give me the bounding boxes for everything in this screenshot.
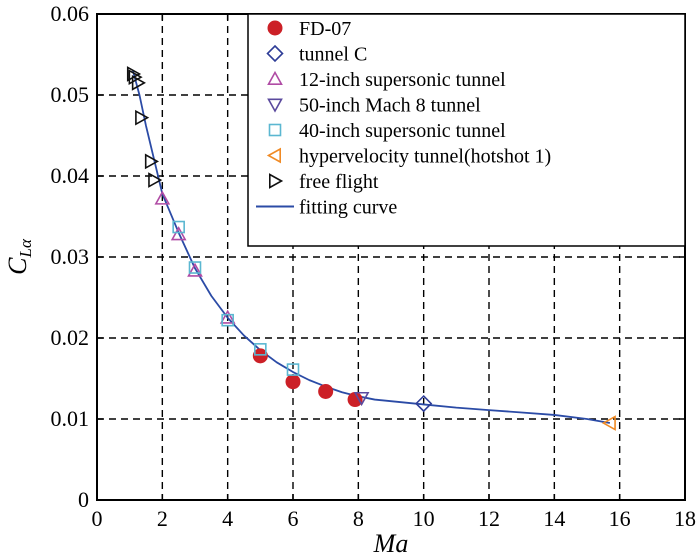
point-tunnel-c xyxy=(415,394,433,413)
y-axis-label-subscript: Lα xyxy=(16,238,35,258)
x-tick-label: 16 xyxy=(609,506,631,531)
x-tick-label: 10 xyxy=(413,506,435,531)
point-fd-07 xyxy=(252,348,268,364)
y-tick-label: 0 xyxy=(78,487,89,512)
legend-label-fd-07: FD-07 xyxy=(299,18,351,40)
legend-label-tunnel-c: tunnel C xyxy=(299,44,367,66)
point-12-inch-supersonic-tunnel xyxy=(187,262,203,277)
x-tick-label: 14 xyxy=(543,506,565,531)
y-tick-label: 0.04 xyxy=(51,163,90,188)
x-axis-label: Ma xyxy=(373,529,409,557)
legend-marker-40-inch-supersonic-tunnel xyxy=(268,123,282,137)
axis-ticks: 0 2 4 6 8 10 12 14 16 18 0 0.01 0.02 0.03 0.04 0.05 0.06 xyxy=(51,1,697,531)
legend-box xyxy=(247,13,686,247)
y-tick-label: 0.02 xyxy=(51,325,90,350)
point-40-inch-supersonic-tunnel xyxy=(221,313,234,327)
series-line-fitting-curve xyxy=(132,70,611,424)
legend-label-fitting-curve: fitting curve xyxy=(299,197,397,219)
point-fd-07 xyxy=(285,374,301,390)
x-tick-label: 12 xyxy=(478,506,500,531)
point-40-inch-supersonic-tunnel xyxy=(286,363,300,376)
legend-marker-12-inch-supersonic-tunnel xyxy=(267,70,283,85)
point-free-flight xyxy=(135,109,150,126)
legend-label-hypervelocity-tunnel-hotshot-1: hypervelocity tunnel(hotshot 1) xyxy=(299,146,551,168)
y-tick-label: 0.05 xyxy=(51,82,90,107)
y-axis-label-main: C xyxy=(3,257,32,275)
legend-marker-hypervelocity-tunnel-hotshot-1 xyxy=(266,147,282,164)
x-tick-label: 18 xyxy=(674,506,696,531)
x-tick-label: 6 xyxy=(288,506,299,531)
legend-marker-fd-07 xyxy=(267,20,283,36)
point-40-inch-supersonic-tunnel xyxy=(254,343,267,356)
point-fd-07 xyxy=(318,383,334,399)
legend-marker-tunnel-c xyxy=(266,44,284,63)
point-free-flight xyxy=(144,153,160,170)
point-free-flight xyxy=(128,69,143,86)
legend: FD-07 tunnel C 12-inch supersonic tunnel 50… xyxy=(247,13,686,247)
y-tick-label: 0.06 xyxy=(51,1,90,26)
point-40-inch-supersonic-tunnel xyxy=(188,261,202,274)
x-tick-label: 8 xyxy=(353,506,364,531)
fitting-curve-layer xyxy=(132,70,611,424)
point-hypervelocity-tunnel-hotshot-1 xyxy=(601,415,616,431)
legend-label-40-inch-supersonic-tunnel: 40-inch supersonic tunnel xyxy=(299,120,506,142)
legend-label-50-inch-mach-8-tunnel: 50-inch Mach 8 tunnel xyxy=(299,95,481,117)
y-tick-label: 0.03 xyxy=(51,244,90,269)
point-12-inch-supersonic-tunnel xyxy=(170,226,187,241)
point-fd-07 xyxy=(347,392,363,408)
point-50-inch-mach-8-tunnel xyxy=(353,391,370,407)
point-free-flight xyxy=(148,172,163,188)
x-tick-label: 4 xyxy=(222,506,233,531)
data-markers xyxy=(126,66,616,431)
legend-marker-free-flight xyxy=(268,173,284,189)
point-12-inch-supersonic-tunnel xyxy=(219,309,236,324)
legend-label-12-inch-supersonic-tunnel: 12-inch supersonic tunnel xyxy=(299,69,506,91)
y-tick-label: 0.01 xyxy=(51,406,90,431)
x-tick-label: 2 xyxy=(157,506,168,531)
legend-marker-50-inch-mach-8-tunnel xyxy=(267,98,283,113)
y-axis-label: CLα xyxy=(3,238,35,275)
point-40-inch-supersonic-tunnel xyxy=(172,220,185,234)
legend-label-free-flight: free flight xyxy=(299,171,379,193)
x-tick-label: 0 xyxy=(92,506,103,531)
point-12-inch-supersonic-tunnel xyxy=(154,190,171,205)
point-free-flight xyxy=(131,74,146,91)
